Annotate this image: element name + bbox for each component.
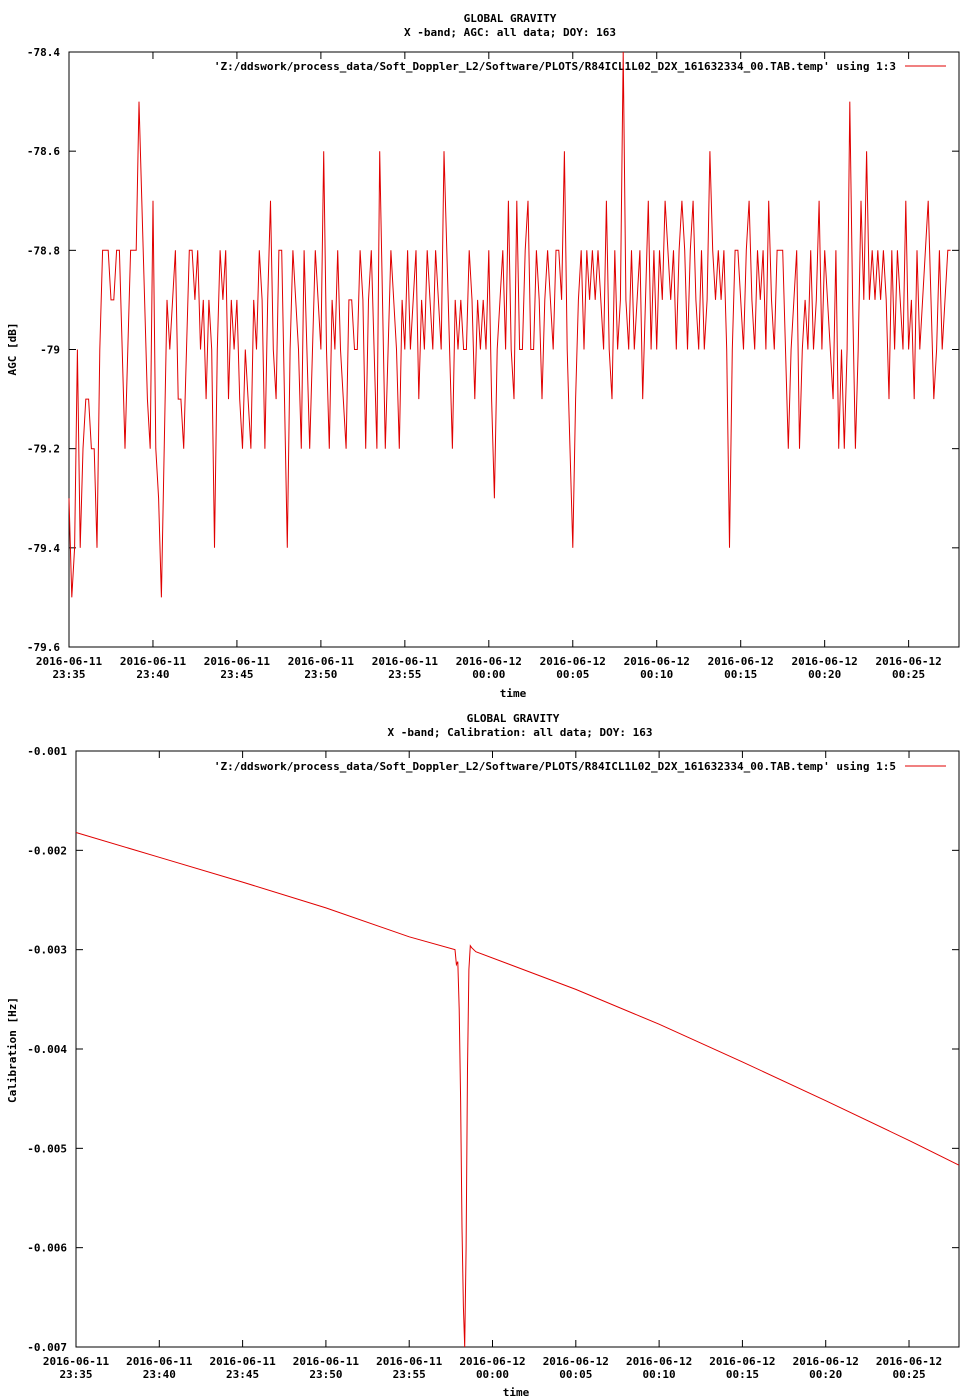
x-tick-date: 2016-06-11 [293, 1355, 360, 1368]
x-tick-date: 2016-06-12 [456, 655, 522, 668]
x-axis-label: time [500, 687, 527, 700]
agc-chart: GLOBAL GRAVITY X -band; AGC: all data; D… [6, 12, 960, 700]
y-tick-label: -78.8 [27, 244, 60, 257]
y-tick-label: -79.2 [27, 443, 60, 456]
x-tick-time: 00:15 [726, 1368, 759, 1381]
y-tick-label: -78.6 [27, 145, 60, 158]
x-tick-time: 00:20 [808, 668, 841, 681]
x-tick-date: 2016-06-11 [376, 1355, 443, 1368]
x-tick-time: 23:35 [52, 668, 85, 681]
x-tick-date: 2016-06-11 [43, 1355, 110, 1368]
y-tick-label: -0.002 [27, 844, 67, 857]
y-tick-label: -0.007 [27, 1341, 67, 1354]
plot-frame [75, 750, 960, 1348]
x-tick-time: 23:50 [309, 1368, 342, 1381]
x-tick-date: 2016-06-12 [876, 1355, 942, 1368]
x-tick-date: 2016-06-11 [204, 655, 271, 668]
series-line-calibration [75, 832, 960, 1348]
y-tick-label: -0.004 [27, 1043, 67, 1056]
x-axis-label: time [503, 1386, 530, 1399]
x-tick-time: 23:55 [393, 1368, 426, 1381]
x-ticks: 2016-06-1123:352016-06-1123:402016-06-11… [36, 52, 942, 681]
x-tick-date: 2016-06-12 [624, 655, 690, 668]
x-tick-time: 00:25 [892, 668, 925, 681]
calibration-chart: GLOBAL GRAVITY X -band; Calibration: all… [6, 712, 960, 1399]
y-tick-label: -79.6 [27, 641, 60, 654]
y-tick-label: -0.005 [27, 1142, 67, 1155]
chart-title: GLOBAL GRAVITY [467, 712, 560, 725]
x-tick-date: 2016-06-12 [876, 655, 942, 668]
x-tick-date: 2016-06-11 [372, 655, 439, 668]
legend-label: 'Z:/ddswork/process_data/Soft_Doppler_L2… [214, 760, 896, 773]
x-ticks: 2016-06-1123:352016-06-1123:402016-06-11… [43, 751, 942, 1381]
x-tick-date: 2016-06-12 [708, 655, 774, 668]
x-tick-time: 00:15 [724, 668, 757, 681]
x-tick-date: 2016-06-12 [459, 1355, 525, 1368]
x-tick-date: 2016-06-11 [36, 655, 103, 668]
chart-subtitle: X -band; AGC: all data; DOY: 163 [404, 26, 616, 39]
chart-subtitle: X -band; Calibration: all data; DOY: 163 [388, 726, 653, 739]
x-tick-date: 2016-06-12 [709, 1355, 775, 1368]
y-tick-label: -79.4 [27, 542, 60, 555]
x-tick-time: 00:00 [472, 668, 505, 681]
y-tick-label: -0.006 [27, 1242, 67, 1255]
legend-label: 'Z:/ddswork/process_data/Soft_Doppler_L2… [214, 60, 896, 73]
y-ticks: -78.4 -78.6 -78.8 -79 -79.2 -79.4 -79.6 [27, 46, 959, 654]
x-tick-date: 2016-06-12 [793, 1355, 859, 1368]
y-ticks: -0.001 -0.002 -0.003 -0.004 -0.005 -0.006 -0.0… [27, 745, 959, 1354]
chart-title: GLOBAL GRAVITY [464, 12, 557, 25]
x-tick-time: 23:40 [143, 1368, 176, 1381]
y-tick-label: -79 [40, 344, 60, 357]
x-tick-time: 23:35 [59, 1368, 92, 1381]
x-tick-date: 2016-06-12 [626, 1355, 692, 1368]
x-tick-time: 23:40 [136, 668, 169, 681]
y-axis-label: Calibration [Hz] [6, 997, 19, 1103]
x-tick-time: 00:05 [556, 668, 589, 681]
x-tick-time: 23:45 [226, 1368, 259, 1381]
x-tick-date: 2016-06-11 [120, 655, 187, 668]
x-tick-time: 00:00 [476, 1368, 509, 1381]
y-tick-label: -78.4 [27, 46, 60, 59]
y-tick-label: -0.001 [27, 745, 67, 758]
x-tick-date: 2016-06-11 [209, 1355, 276, 1368]
x-tick-time: 23:45 [220, 668, 253, 681]
x-tick-time: 00:20 [809, 1368, 842, 1381]
x-tick-date: 2016-06-12 [543, 1355, 609, 1368]
x-tick-time: 00:05 [559, 1368, 592, 1381]
x-tick-time: 00:25 [892, 1368, 925, 1381]
x-tick-date: 2016-06-11 [288, 655, 355, 668]
x-tick-time: 23:50 [304, 668, 337, 681]
x-tick-date: 2016-06-12 [792, 655, 858, 668]
x-tick-time: 00:10 [643, 1368, 676, 1381]
x-tick-time: 23:55 [388, 668, 421, 681]
plot-frame [68, 51, 960, 648]
series-line-agc [68, 51, 951, 598]
x-tick-date: 2016-06-11 [126, 1355, 193, 1368]
y-tick-label: -0.003 [27, 944, 67, 957]
y-axis-label: AGC [dB] [6, 323, 19, 376]
x-tick-time: 00:10 [640, 668, 673, 681]
x-tick-date: 2016-06-12 [540, 655, 606, 668]
